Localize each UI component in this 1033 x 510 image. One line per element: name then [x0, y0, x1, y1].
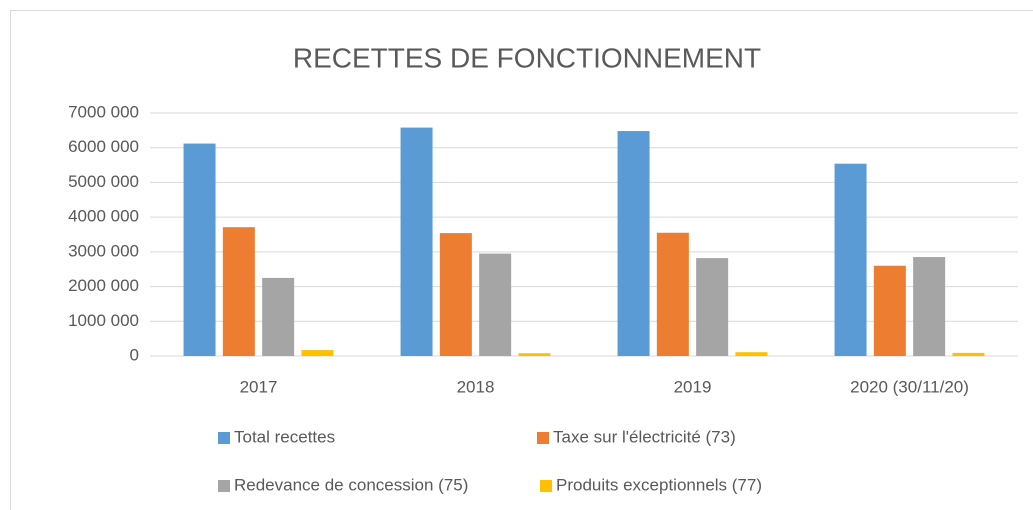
y-tick-label: 4000 000 — [68, 207, 139, 226]
x-tick-label: 2020 (30/11/20) — [850, 377, 969, 396]
bar — [262, 277, 295, 356]
y-tick-label: 7000 000 — [68, 102, 139, 121]
bar — [834, 163, 867, 356]
legend-label: Redevance de concession (75) — [234, 475, 468, 494]
bar — [439, 233, 472, 356]
x-tick-label: 2019 — [674, 377, 712, 396]
bar — [735, 352, 768, 356]
legend-label: Total recettes — [234, 427, 335, 446]
bar — [400, 127, 433, 356]
bar — [656, 232, 689, 356]
chart-border — [10, 10, 1033, 510]
bar — [301, 350, 334, 356]
y-tick-label: 2000 000 — [68, 276, 139, 295]
legend-swatch — [218, 480, 230, 492]
legend-swatch — [540, 480, 552, 492]
bar — [696, 258, 729, 356]
bar — [518, 353, 551, 356]
x-tick-label: 2018 — [457, 377, 495, 396]
bar — [913, 257, 946, 356]
legend-swatch — [537, 432, 549, 444]
x-tick-label: 2017 — [240, 377, 278, 396]
bar — [183, 143, 216, 356]
legend-label: Taxe sur l'électricité (73) — [553, 427, 736, 446]
y-tick-label: 3000 000 — [68, 241, 139, 260]
y-tick-label: 1000 000 — [68, 311, 139, 330]
y-tick-label: 6000 000 — [68, 137, 139, 156]
bar — [873, 265, 906, 356]
bar — [952, 352, 985, 356]
bar — [617, 131, 650, 356]
chart-title: RECETTES DE FONCTIONNEMENT — [293, 42, 761, 73]
y-tick-label: 5000 000 — [68, 172, 139, 191]
legend-swatch — [218, 432, 230, 444]
y-tick-label: 0 — [130, 345, 139, 364]
bar — [479, 253, 512, 356]
legend-label: Produits exceptionnels (77) — [556, 475, 762, 494]
bar — [222, 227, 255, 356]
